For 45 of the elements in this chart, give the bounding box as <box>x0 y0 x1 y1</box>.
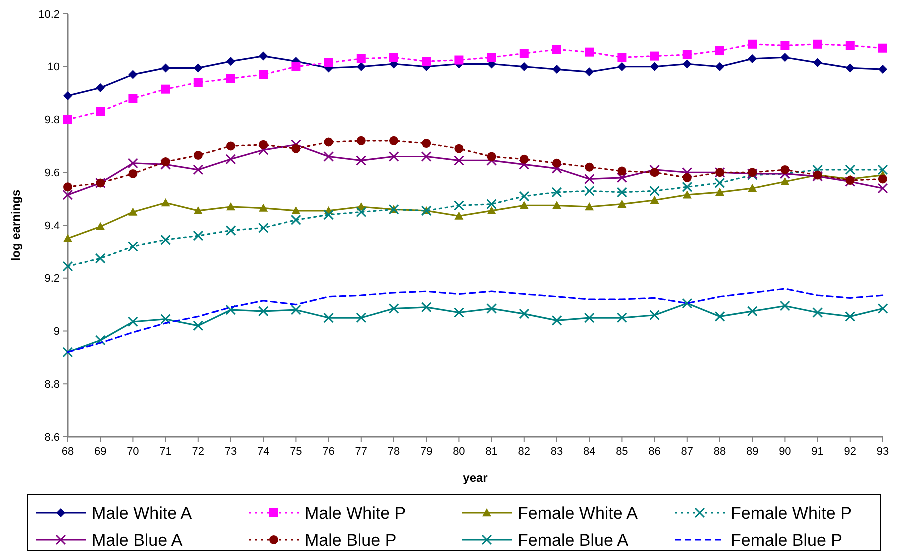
y-tick-label: 9.2 <box>44 273 60 286</box>
x-tick-label: 87 <box>681 446 694 458</box>
legend-label: Male White P <box>305 504 406 523</box>
x-tick-label: 80 <box>453 446 466 458</box>
legend-label: Female Blue P <box>731 530 842 550</box>
x-tick-label: 84 <box>583 446 596 458</box>
x-tick-label: 82 <box>518 446 531 458</box>
x-tick-label: 75 <box>290 446 302 458</box>
x-tick-label: 72 <box>192 446 205 458</box>
legend-label: Female White P <box>731 504 852 523</box>
x-tick-label: 69 <box>94 446 107 458</box>
y-tick-label: 8.8 <box>44 378 60 391</box>
x-tick-label: 76 <box>322 446 335 458</box>
y-tick-label: 8.6 <box>44 432 60 444</box>
x-tick-label: 86 <box>648 446 661 458</box>
x-tick-label: 85 <box>616 446 628 458</box>
x-tick-label: 77 <box>355 446 368 458</box>
legend-label: Female White A <box>518 504 639 523</box>
y-tick-label: 9.6 <box>44 167 60 180</box>
x-tick-label: 90 <box>779 446 792 458</box>
x-tick-label: 71 <box>160 446 172 458</box>
x-tick-label: 81 <box>486 446 498 458</box>
y-tick-label: 9.8 <box>44 114 60 127</box>
legend-label: Male White A <box>92 504 193 523</box>
x-tick-label: 68 <box>62 446 74 458</box>
x-tick-label: 89 <box>746 446 759 458</box>
x-tick-label: 79 <box>420 446 433 458</box>
x-tick-label: 78 <box>388 446 400 458</box>
legend-label: Male Blue A <box>92 530 184 550</box>
x-axis-title: year <box>463 471 488 485</box>
x-tick-label: 93 <box>876 446 890 458</box>
x-tick-label: 74 <box>257 446 270 458</box>
y-tick-label: 9 <box>54 326 60 338</box>
x-tick-label: 88 <box>714 446 726 458</box>
x-tick-label: 70 <box>127 446 140 458</box>
y-tick-label: 10 <box>48 62 60 74</box>
y-axis-title: log earnings <box>9 190 23 262</box>
x-tick-label: 92 <box>844 446 857 458</box>
x-tick-label: 91 <box>812 446 824 458</box>
legend-label: Female Blue A <box>518 530 630 550</box>
x-tick-label: 73 <box>224 446 238 458</box>
x-tick-label: 83 <box>550 446 564 458</box>
legend-label: Male Blue P <box>305 530 397 550</box>
y-tick-label: 9.4 <box>44 220 60 232</box>
y-tick-label: 10.2 <box>38 8 60 21</box>
